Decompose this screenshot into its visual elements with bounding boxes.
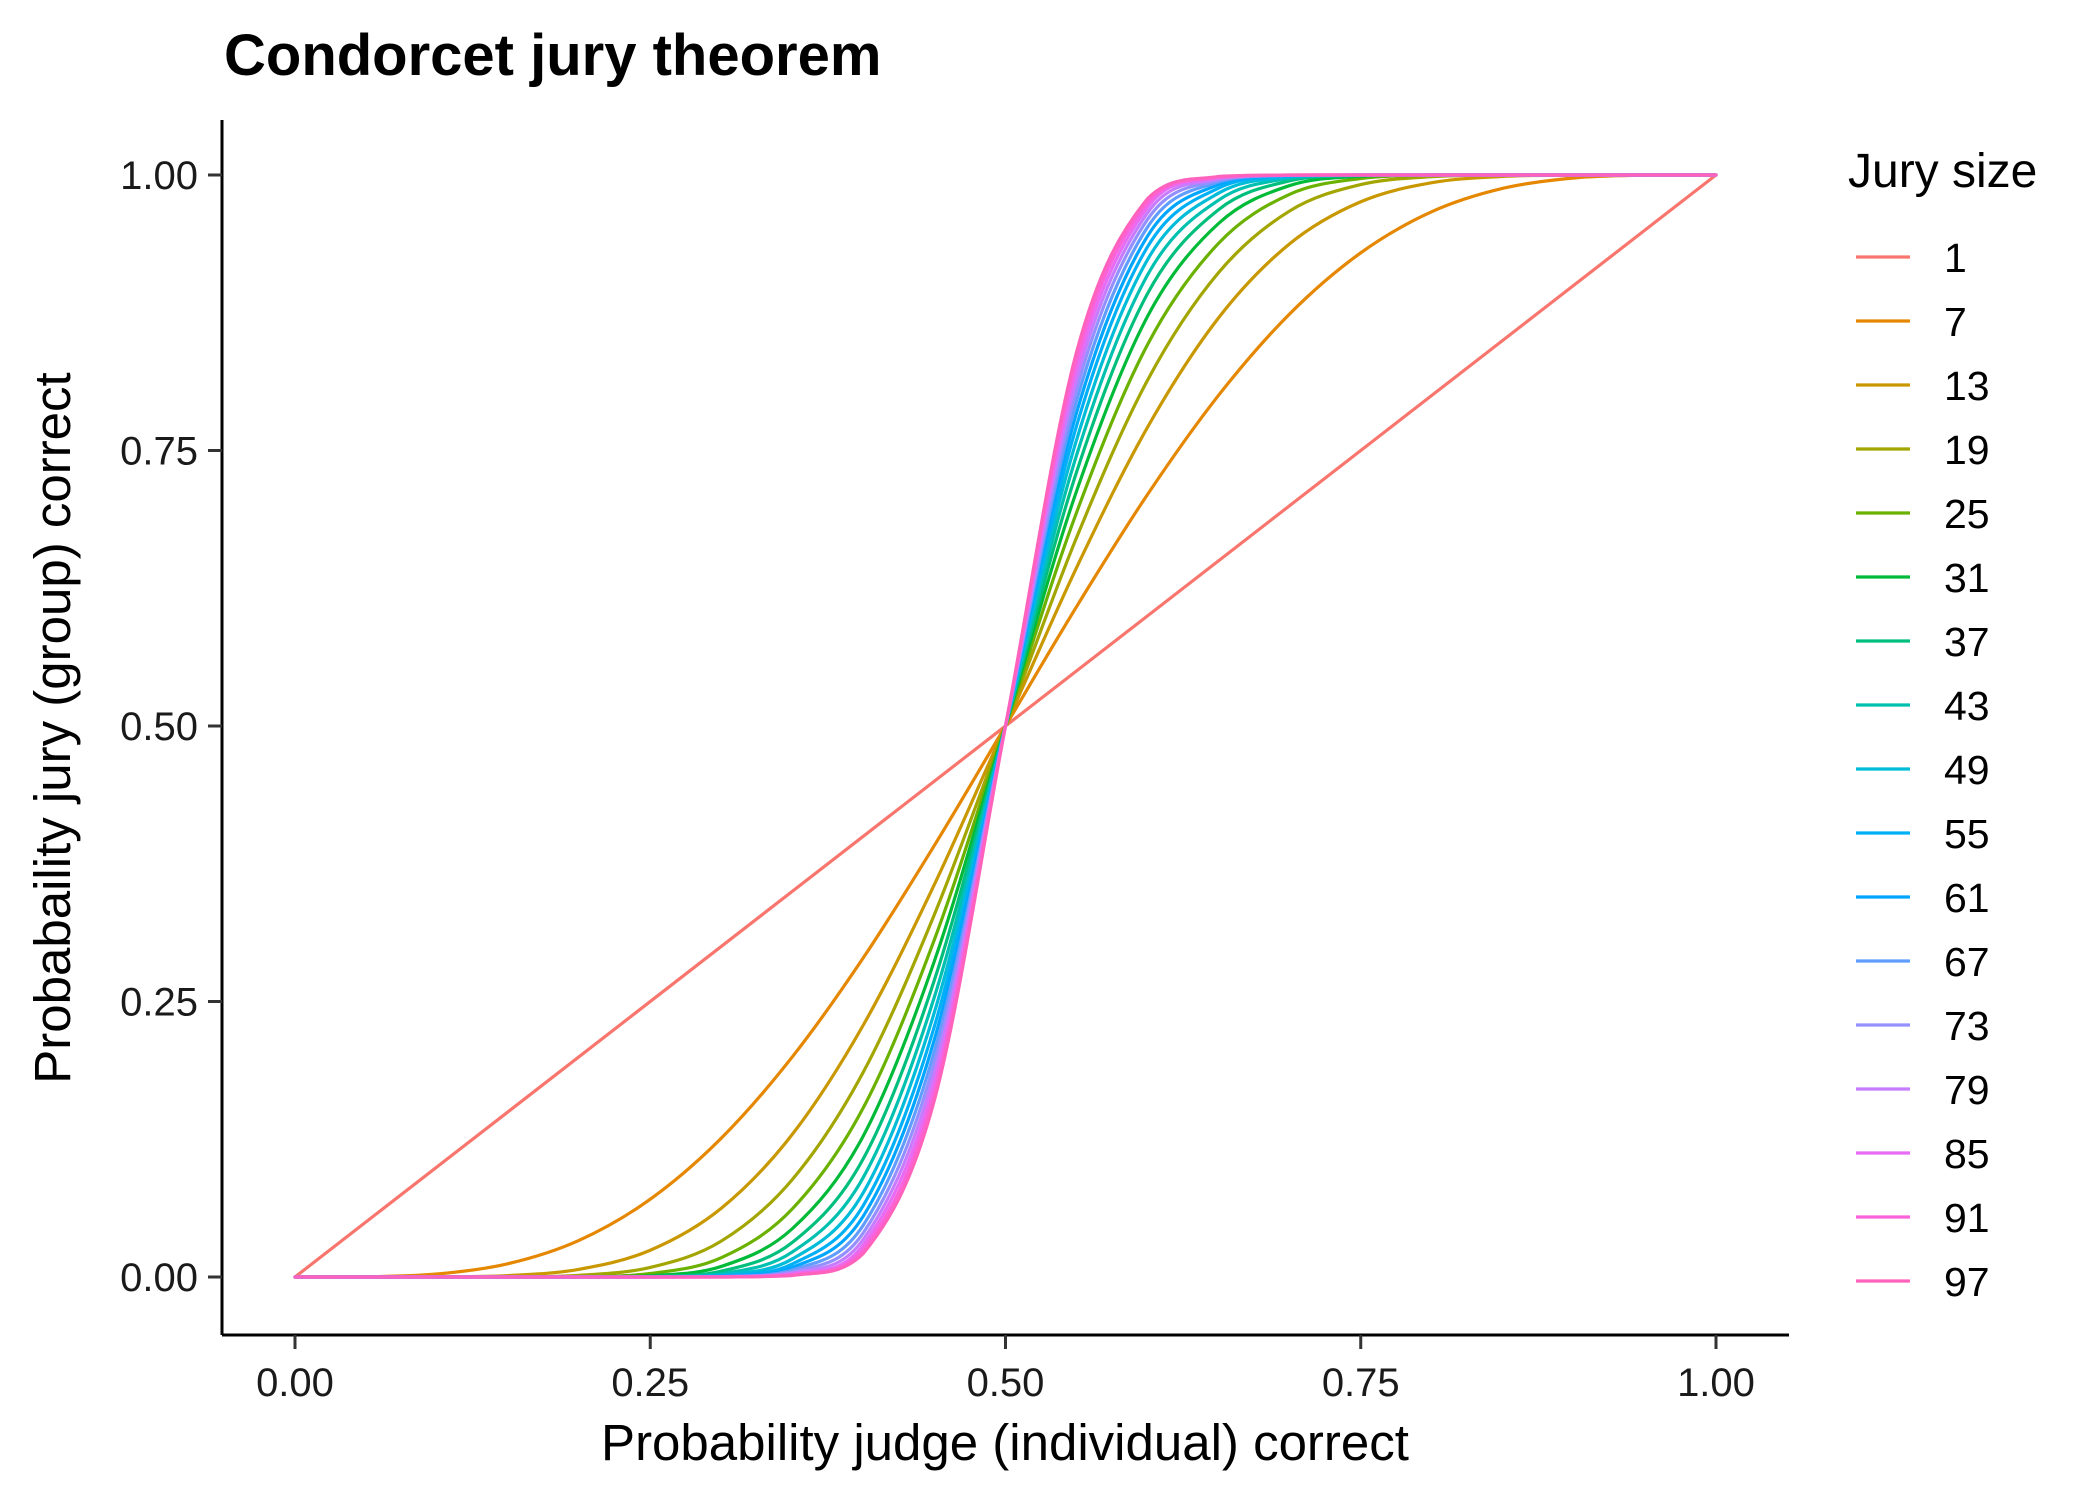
legend-label: 7: [1944, 299, 1967, 345]
legend-item-25: 25: [1856, 491, 1990, 537]
y-axis-title: Probabaility jury (group) correct: [24, 372, 81, 1083]
legend-item-19: 19: [1856, 427, 1990, 473]
legend-item-49: 49: [1856, 747, 1990, 793]
y-tick-label: 0.00: [120, 1256, 198, 1300]
x-tick-label: 0.25: [611, 1361, 689, 1405]
legend-item-79: 79: [1856, 1067, 1990, 1113]
legend-item-67: 67: [1856, 939, 1990, 985]
legend-label: 49: [1944, 747, 1990, 793]
legend-item-1: 1: [1856, 235, 1967, 281]
legend-label: 97: [1944, 1259, 1990, 1305]
legend-label: 55: [1944, 811, 1990, 857]
legend-item-85: 85: [1856, 1131, 1990, 1177]
y-tick-label: 0.75: [120, 430, 198, 474]
y-tick-label: 1.00: [120, 154, 198, 198]
legend: Jury size 1 7 13 19 25 31 37 43 49 55 61 67 73 79 85 91…: [1848, 145, 2037, 1305]
legend-item-37: 37: [1856, 619, 1990, 665]
y-tick-label: 0.25: [120, 981, 198, 1025]
chart-title: Condorcet jury theorem: [224, 23, 881, 88]
legend-label: 1: [1944, 235, 1967, 281]
legend-label: 67: [1944, 939, 1990, 985]
legend-label: 73: [1944, 1003, 1990, 1049]
x-tick-label: 0.50: [967, 1361, 1045, 1405]
legend-items: 1 7 13 19 25 31 37 43 49 55 61 67 73 79 85 91 97: [1856, 235, 1990, 1305]
legend-item-97: 97: [1856, 1259, 1990, 1305]
legend-item-73: 73: [1856, 1003, 1990, 1049]
legend-label: 61: [1944, 875, 1990, 921]
legend-item-55: 55: [1856, 811, 1990, 857]
series-line-97: [293, 173, 1718, 1279]
legend-label: 25: [1944, 491, 1990, 537]
legend-title: Jury size: [1848, 145, 2037, 198]
legend-label: 79: [1944, 1067, 1990, 1113]
x-tick-label: 1.00: [1677, 1361, 1755, 1405]
legend-label: 43: [1944, 683, 1990, 729]
x-axis-ticks: 0.00 0.25 0.50 0.75 1.00: [256, 1335, 1755, 1405]
legend-label: 19: [1944, 427, 1990, 473]
x-tick-label: 0.75: [1322, 1361, 1400, 1405]
series-layer: [293, 173, 1718, 1279]
legend-item-31: 31: [1856, 555, 1990, 601]
legend-label: 13: [1944, 363, 1990, 409]
legend-label: 91: [1944, 1195, 1990, 1241]
x-tick-label: 0.00: [256, 1361, 334, 1405]
legend-label: 31: [1944, 555, 1990, 601]
x-axis-title: Probability judge (individual) correct: [601, 1414, 1409, 1471]
y-tick-label: 0.50: [120, 705, 198, 749]
legend-item-13: 13: [1856, 363, 1990, 409]
legend-item-61: 61: [1856, 875, 1990, 921]
legend-label: 85: [1944, 1131, 1990, 1177]
legend-item-43: 43: [1856, 683, 1990, 729]
legend-item-91: 91: [1856, 1195, 1990, 1241]
y-axis-ticks: 0.00 0.25 0.50 0.75 1.00: [120, 154, 222, 1300]
legend-item-7: 7: [1856, 299, 1967, 345]
legend-label: 37: [1944, 619, 1990, 665]
